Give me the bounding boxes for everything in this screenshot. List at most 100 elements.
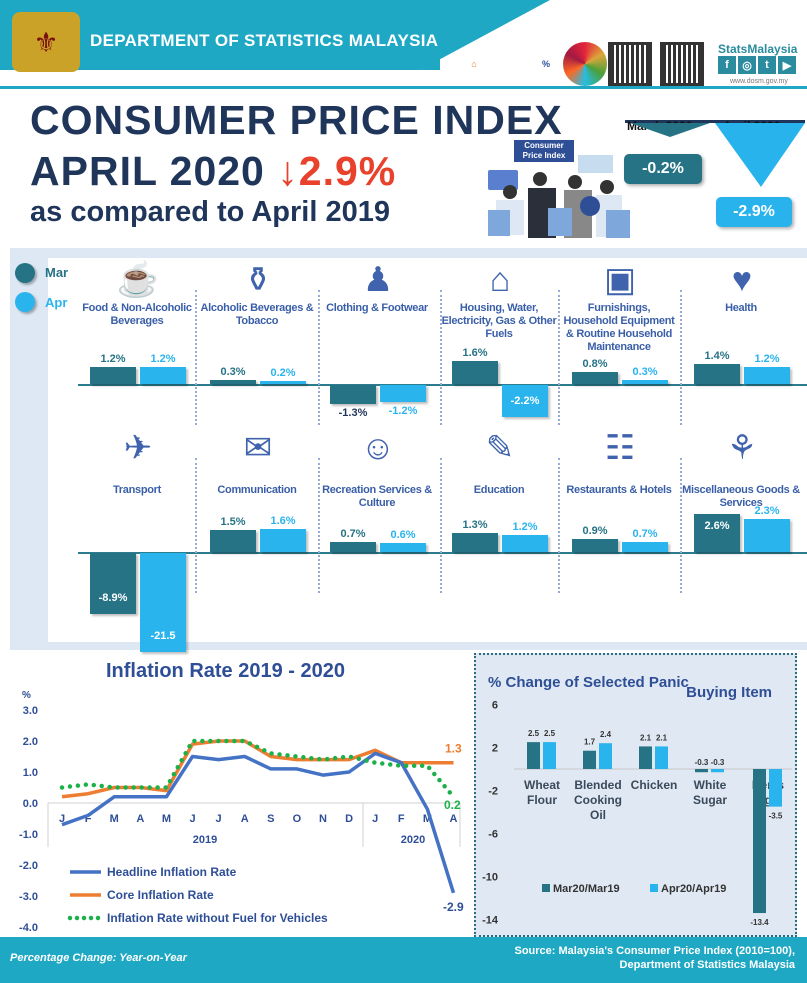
category-name: Communication bbox=[217, 484, 297, 496]
category-name: Housing, Water, Electricity, Gas & Other… bbox=[441, 302, 557, 340]
bar-apr bbox=[140, 366, 186, 384]
bar-apr bbox=[380, 385, 426, 403]
website-url[interactable]: www.dosm.gov.my bbox=[730, 78, 788, 85]
panic-bar bbox=[695, 769, 708, 773]
youtube-icon[interactable]: ▶ bbox=[778, 56, 796, 74]
bar-mar bbox=[572, 538, 618, 552]
bar-mar bbox=[572, 372, 618, 384]
house-icon: ⌂ bbox=[489, 261, 511, 299]
panic-bar-label: -0.3 bbox=[695, 758, 709, 767]
category-label: Blended bbox=[574, 778, 621, 792]
bar-label-mar: -1.3% bbox=[338, 406, 368, 419]
bar-apr bbox=[744, 518, 790, 552]
category-name: Recreation Services & Culture bbox=[322, 484, 432, 509]
instagram-icon[interactable]: ◎ bbox=[738, 56, 756, 74]
bar-apr bbox=[140, 553, 186, 652]
stats-malaysia-title: StatsMalaysia bbox=[718, 42, 798, 56]
column-divider bbox=[558, 290, 560, 425]
bar-label-apr: 0.2% bbox=[270, 367, 296, 380]
bar-label-mar: 1.6% bbox=[462, 346, 488, 359]
bar-label-apr: 0.6% bbox=[390, 529, 416, 542]
x-tick-label: M bbox=[162, 813, 171, 825]
x-tick-label: A bbox=[450, 813, 458, 825]
malaysia-crest-logo: ⚜ bbox=[12, 12, 80, 72]
column-divider bbox=[440, 458, 442, 593]
x-tick-label: J bbox=[59, 813, 65, 825]
category-name: Alcoholic Beverages & Tobacco bbox=[200, 302, 314, 327]
series-line bbox=[61, 751, 456, 894]
bar-apr bbox=[744, 366, 790, 384]
column-divider bbox=[195, 458, 197, 593]
summary-april-value: -2.9% bbox=[716, 197, 792, 227]
facebook-icon[interactable]: f bbox=[718, 56, 736, 74]
legend-label: Headline Inflation Rate bbox=[107, 865, 237, 879]
panic-bar-label: 2.4 bbox=[600, 730, 612, 739]
bar-apr bbox=[622, 379, 668, 384]
bar-label-apr: 1.6% bbox=[270, 514, 296, 527]
inflation-chart-title: Inflation Rate 2019 - 2020 bbox=[106, 660, 345, 682]
y-tick-label: -2 bbox=[488, 786, 498, 798]
bar-label-mar: 0.7% bbox=[340, 527, 366, 540]
shoppers-illustration: Consumer Price Index bbox=[488, 140, 638, 240]
y-axis-unit: % bbox=[22, 690, 31, 701]
bottle-icon: ⚱ bbox=[243, 261, 273, 299]
legend-apr-swatch bbox=[15, 292, 35, 312]
category-label: White bbox=[694, 778, 727, 792]
qr-code-facebook[interactable] bbox=[660, 42, 704, 86]
legend-mar-swatch bbox=[15, 263, 35, 283]
panic-bar-label: -3.5 bbox=[769, 812, 783, 821]
panic-bar bbox=[753, 769, 766, 914]
title-line3: as compared to April 2019 bbox=[30, 196, 390, 228]
panic-bar-label: 2.1 bbox=[656, 733, 668, 742]
category-name: Clothing & Footwear bbox=[326, 302, 428, 314]
x-tick-label: M bbox=[110, 813, 119, 825]
y-tick-label: 2.0 bbox=[23, 736, 38, 748]
category-label: Oil bbox=[590, 808, 606, 822]
legend-swatch bbox=[542, 884, 550, 892]
y-tick-label: -4.0 bbox=[19, 922, 38, 934]
column-divider bbox=[558, 458, 560, 593]
panic-bar-label: 2.5 bbox=[528, 729, 540, 738]
hari-statistik-logo: % bbox=[541, 59, 550, 69]
x-tick-label: J bbox=[189, 813, 195, 825]
category-label: Cooking bbox=[574, 793, 622, 807]
panic-bar bbox=[639, 746, 652, 769]
bar-label-mar: 1.2% bbox=[100, 352, 126, 365]
twitter-icon[interactable]: t bbox=[758, 56, 776, 74]
x-tick-label: F bbox=[398, 813, 405, 825]
column-divider bbox=[318, 458, 320, 593]
x-tick-label: D bbox=[345, 813, 353, 825]
headline-change: 2.9% bbox=[298, 148, 397, 194]
series-end-label: 1.3 bbox=[445, 742, 462, 756]
bar-mar bbox=[90, 366, 136, 384]
y-tick-label: -3.0 bbox=[19, 891, 38, 903]
bar-apr bbox=[380, 543, 426, 552]
category-label: Chicken bbox=[631, 778, 678, 792]
food-icon: ☕ bbox=[116, 261, 160, 299]
column-divider bbox=[195, 290, 197, 425]
panic-bar bbox=[583, 750, 596, 769]
category-label: Flour bbox=[527, 793, 557, 807]
category-baseline bbox=[78, 552, 807, 554]
category-label: Wheat bbox=[524, 778, 560, 792]
transport-icon: ✈ bbox=[123, 429, 153, 467]
y-tick-label: 6 bbox=[492, 700, 498, 712]
summary-march-value: -0.2% bbox=[624, 154, 702, 184]
panic-chart-title-2: Buying Item bbox=[686, 684, 772, 701]
down-arrow-icon: ↓ bbox=[277, 148, 299, 194]
bar-mar bbox=[330, 385, 376, 404]
bar-apr bbox=[502, 534, 548, 552]
source-line2: Department of Statistics Malaysia bbox=[619, 959, 795, 971]
bar-mar bbox=[210, 530, 256, 552]
bar-mar bbox=[210, 379, 256, 384]
census-logo: ⌂ bbox=[471, 59, 477, 69]
qr-code[interactable] bbox=[608, 42, 652, 86]
bar-label-apr: -2.2% bbox=[510, 394, 540, 407]
bar-label-apr: 0.7% bbox=[632, 527, 658, 540]
bar-mar bbox=[694, 363, 740, 384]
bar-apr bbox=[622, 541, 668, 552]
stethoscope-icon: ♥ bbox=[731, 261, 753, 299]
legend-swatch bbox=[650, 884, 658, 892]
x-tick-label: A bbox=[136, 813, 144, 825]
legend-label: Inflation Rate without Fuel for Vehicles bbox=[107, 911, 328, 925]
